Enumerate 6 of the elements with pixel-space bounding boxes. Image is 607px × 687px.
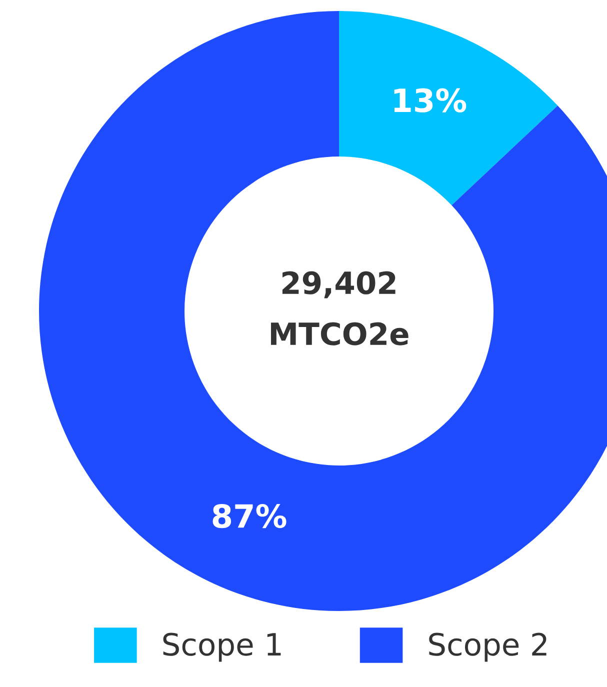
data-label: 13%: [394, 88, 466, 112]
text: 29,402: [282, 271, 396, 298]
legend-label: Scope 1: [163, 632, 281, 662]
text: MTCO2e: [270, 322, 408, 346]
legend-label: Scope 2: [429, 632, 546, 662]
data-label: 87%: [212, 504, 286, 528]
